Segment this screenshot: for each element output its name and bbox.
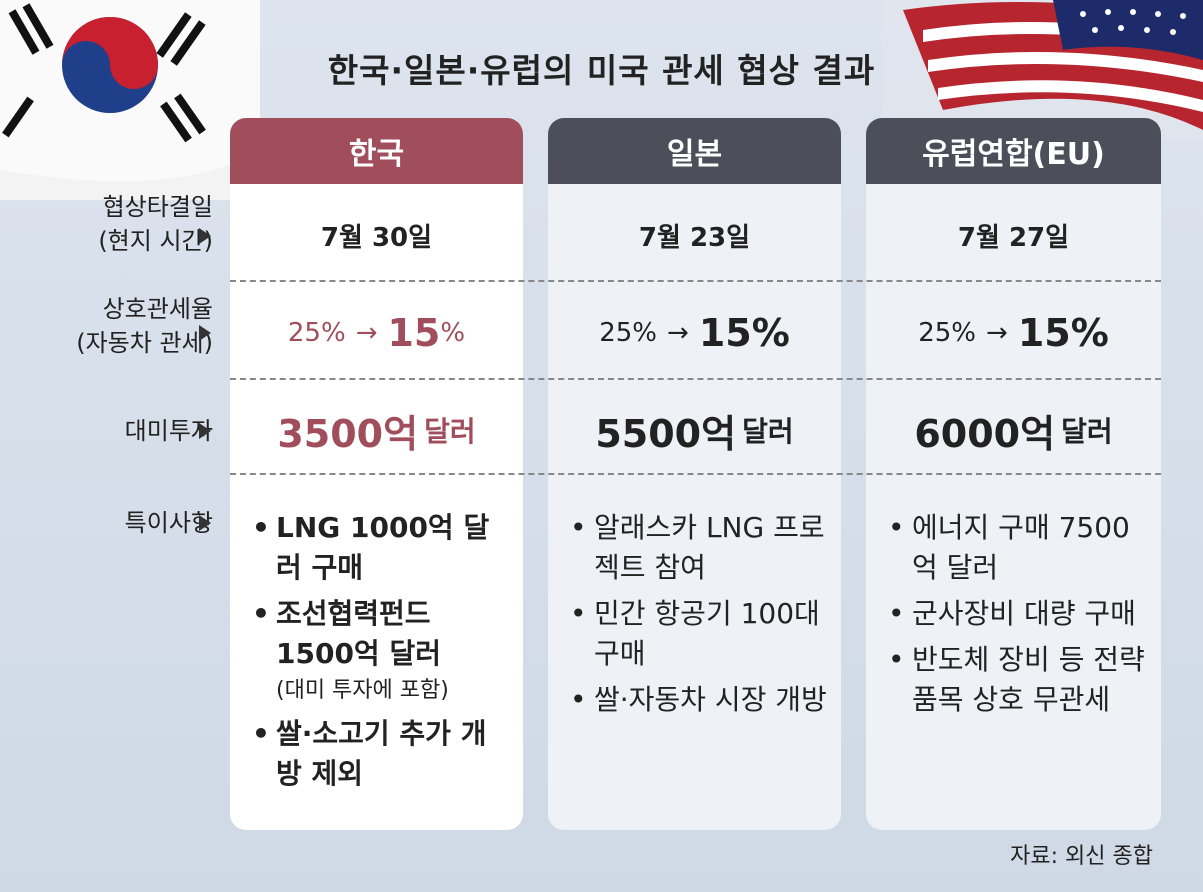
row-arrow-icon [199,423,211,439]
list-item: 군사장비 대량 구매 [888,594,1149,634]
rate-from: 25% [918,318,977,348]
agreement-date: 7월 30일 [320,222,433,253]
rate-arrow-icon: → [667,318,689,348]
rate-percent: % [440,318,466,348]
source-credit: 자료: 외신 종합 [1010,844,1153,869]
note-subtext: (대미 투자에 포함) [276,678,449,703]
rate-percent: % [751,311,790,355]
tariff-rate: 25% → 15% [548,296,841,370]
us-flag-icon [883,0,1203,140]
investment-amount: 6000억 달러 [866,388,1161,472]
row-arrow-icon [199,515,211,531]
row-label-rate: 상호관세율 (자동차 관세) [76,292,213,360]
investment-unit: 달러 [742,415,794,448]
list-item: 반도체 장비 등 전략품목 상호 무관세 [888,640,1149,720]
rate-percent: % [1070,311,1109,355]
note-text: 쌀·자동차 시장 개방 [594,683,827,716]
note-text: 군사장비 대량 구매 [912,597,1136,630]
investment-number: 3500억 [277,411,419,456]
column-header: 유럽연합(EU) [866,118,1161,184]
row-arrow-icon [199,228,211,244]
row-label-notes: 특이사항 [124,509,213,537]
note-text: LNG 1000억 달러 구매 [276,511,490,584]
investment-amount: 3500억 달러 [230,388,523,472]
investment-unit: 달러 [1061,415,1113,448]
rate-to: 15 [387,311,441,355]
row-label-date: 협상타결일 (현지 시간) [98,190,213,258]
list-item: 쌀·소고기 추가 개방 제외 [252,714,511,794]
tariff-rate: 25% → 15% [866,296,1161,370]
rate-from: 25% [287,318,346,348]
rate-to: 15 [1017,311,1071,355]
list-item: 에너지 구매 7500억 달러 [888,508,1149,588]
row-label-date-main: 협상타결일 [102,193,213,221]
row-label-invest: 대미투자 [124,417,213,445]
row-label-rate-sub: (자동차 관세) [76,329,213,357]
note-text: 반도체 장비 등 전략품목 상호 무관세 [912,643,1145,716]
list-item: 쌀·자동차 시장 개방 [570,680,829,720]
investment-unit: 달러 [424,415,476,448]
row-divider [230,378,1161,380]
row-arrow-icon [199,325,211,341]
agreement-date: 7월 27일 [957,222,1070,253]
row-divider [230,473,1161,475]
note-text: 알래스카 LNG 프로젝트 참여 [594,511,825,584]
investment-number: 5500억 [595,411,737,456]
notes-list: 에너지 구매 7500억 달러 군사장비 대량 구매 반도체 장비 등 전략품목… [888,508,1149,726]
list-item: LNG 1000억 달러 구매 [252,508,511,588]
page-title: 한국·일본·유럽의 미국 관세 협상 결과 [327,51,876,90]
notes-list: LNG 1000억 달러 구매 조선협력펀드 1500억 달러 (대미 투자에 포… [252,508,511,800]
row-divider [230,280,1161,282]
rate-arrow-icon: → [355,318,378,348]
note-text: 쌀·소고기 추가 개방 제외 [276,717,487,790]
korea-flag-icon [0,0,260,200]
list-item: 민간 항공기 100대 구매 [570,594,829,674]
row-label-date-sub: (현지 시간) [98,227,213,255]
row-label-rate-main: 상호관세율 [102,295,213,323]
list-item: 조선협력펀드 1500억 달러 (대미 투자에 포함) [252,594,511,708]
rate-arrow-icon: → [986,318,1008,348]
list-item: 알래스카 LNG 프로젝트 참여 [570,508,829,588]
rate-to: 15 [698,311,752,355]
notes-list: 알래스카 LNG 프로젝트 참여 민간 항공기 100대 구매 쌀·자동차 시장… [570,508,829,726]
tariff-rate: 25% → 15% [230,296,523,370]
investment-number: 6000억 [914,411,1056,456]
agreement-date: 7월 23일 [638,222,751,253]
column-header: 한국 [230,118,523,184]
investment-amount: 5500억 달러 [548,388,841,472]
note-text: 조선협력펀드 1500억 달러 [276,597,441,670]
note-text: 민간 항공기 100대 구매 [594,597,820,670]
column-header: 일본 [548,118,841,184]
rate-from: 25% [599,318,658,348]
note-text: 에너지 구매 7500억 달러 [912,511,1130,584]
